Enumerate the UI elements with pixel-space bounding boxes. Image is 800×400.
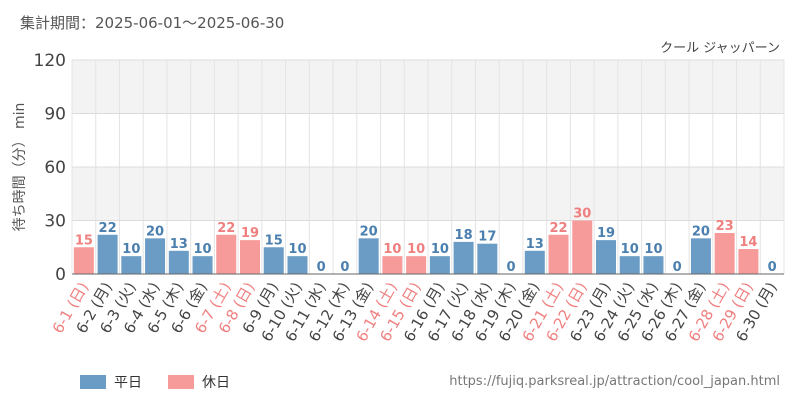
bar [121,256,142,274]
data-label: 20 [146,224,164,239]
data-label: 10 [383,242,401,257]
chart-title: クール ジャッパーン [660,41,780,56]
y-tick-label: 0 [55,265,66,285]
legend-label-weekday: 平日 [114,375,142,391]
data-label: 14 [739,235,757,250]
bar [714,232,735,274]
data-label: 20 [360,224,378,239]
data-label: 30 [573,207,591,222]
bar [596,240,616,274]
data-label: 0 [768,260,777,275]
y-axis-label: 待ち時間（分） min [12,103,28,232]
bar [406,256,427,274]
period-text: 集計期間：2025-06-01～2025-06-30 [20,14,285,32]
data-label: 0 [673,260,682,275]
bar [240,240,260,274]
bar [429,256,450,274]
data-label: 18 [455,228,473,243]
legend-swatch-weekday [80,375,106,389]
bar [690,238,711,274]
y-tick-label: 120 [34,51,66,71]
data-label: 10 [288,242,306,257]
bar [643,256,664,274]
data-label: 0 [507,260,516,275]
bar [263,247,284,274]
y-tick-label: 30 [44,212,66,232]
data-label: 19 [597,226,615,241]
y-tick-label: 90 [44,105,66,125]
data-label: 10 [122,242,140,257]
y-axis-ticks: 0 30 60 90 120 [34,51,66,285]
data-label: 0 [317,260,326,275]
legend-item-weekday: 平日 [80,372,142,392]
bar [97,234,118,274]
data-label: 15 [75,233,93,248]
source-url: https://fujiq.parksreal.jp/attraction/co… [449,374,780,389]
bar [73,247,94,274]
data-label: 22 [99,221,117,236]
data-label: 23 [716,219,734,234]
bar [477,243,498,274]
bar [192,256,213,274]
bar [572,220,593,274]
bars [73,220,783,275]
data-label: 13 [526,237,544,252]
bar [738,249,759,274]
x-axis-labels: 6-1 (日)6-2 (月)6-3 (火)6-4 (水)6-5 (木)6-6 (… [49,279,781,345]
bar [548,234,569,274]
bar [168,250,189,274]
data-label: 17 [478,230,496,245]
data-label: 22 [549,221,567,236]
bar [619,256,640,274]
data-label: 10 [407,242,425,257]
legend-item-holiday: 休日 [168,372,230,392]
bar [382,256,403,274]
data-label: 10 [644,242,662,257]
data-label: 19 [241,226,259,241]
data-label: 22 [217,221,235,236]
legend: 平日 休日 [80,372,230,392]
data-label: 13 [170,237,188,252]
bar [287,256,308,274]
data-label: 15 [265,233,283,248]
legend-label-holiday: 休日 [202,375,230,391]
bar [358,238,379,274]
data-label: 0 [340,260,349,275]
data-label: 10 [621,242,639,257]
bar [145,238,166,274]
bar [216,234,237,274]
data-label: 10 [431,242,449,257]
bar [453,241,474,274]
legend-swatch-holiday [168,375,194,389]
data-label: 10 [193,242,211,257]
data-label: 20 [692,224,710,239]
y-tick-label: 60 [44,158,66,178]
bar [524,250,545,274]
